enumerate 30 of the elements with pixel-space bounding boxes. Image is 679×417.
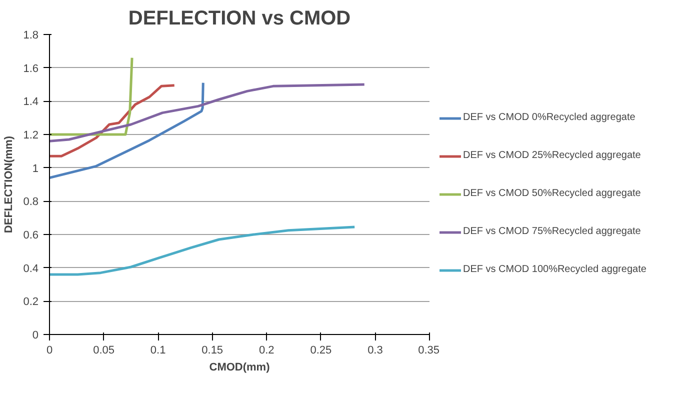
y-tick-label: 0.4	[23, 262, 39, 275]
line-series	[50, 82, 204, 180]
legend-label: DEF vs CMOD 75%Recycled aggregate	[463, 226, 641, 237]
line-series	[50, 83, 366, 142]
y-tick-label: 0.6	[23, 230, 39, 242]
y-tick-label: 0.8	[23, 196, 39, 208]
x-tick-label: 0.35	[418, 344, 440, 356]
y-tick-label: 1.4	[23, 96, 39, 108]
y-tick-label: 1.2	[23, 130, 39, 142]
x-tick-label: 0.15	[202, 344, 224, 356]
line-series	[50, 84, 176, 158]
x-tick-label: 0.3	[368, 344, 383, 356]
x-tick-label: 0.25	[310, 344, 332, 356]
legend-label: DEF vs CMOD 100%Recycled aggregate	[463, 264, 646, 275]
x-tick-label: 0	[46, 344, 53, 356]
chart-title: DEFLECTION vs CMOD	[128, 8, 351, 30]
y-axis-title: DEFLECTION(mm)	[3, 136, 16, 234]
y-tick-label: 1.6	[23, 62, 39, 75]
x-tick-label: 0.05	[93, 344, 115, 356]
x-tick-label: 0.2	[258, 344, 274, 356]
y-tick-label: 0	[32, 330, 39, 342]
legend-label: DEF vs CMOD 25%Recycled aggregate	[463, 150, 641, 161]
y-tick-label: 1	[32, 162, 39, 175]
legend-label: DEF vs CMOD 0%Recycled aggregate	[463, 112, 636, 123]
y-tick-label: 1.8	[23, 30, 39, 42]
x-tick-label: 0.1	[150, 344, 166, 356]
legend-label: DEF vs CMOD 50%Recycled aggregate	[463, 188, 641, 199]
line-series	[50, 226, 356, 276]
x-axis-title: CMOD(mm)	[209, 362, 270, 374]
y-tick-label: 0.2	[23, 296, 39, 308]
